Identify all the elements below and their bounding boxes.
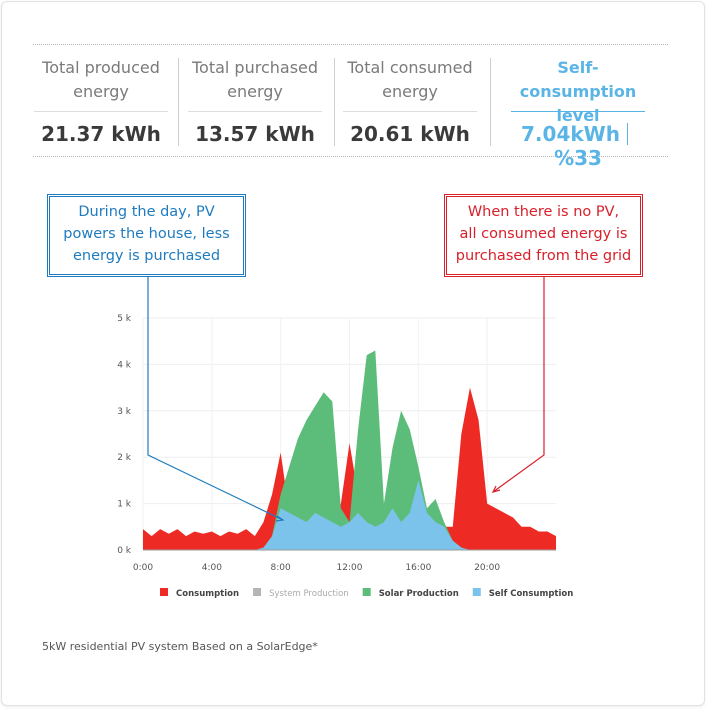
separator — [490, 58, 491, 146]
stat: Total consumed energy 20.61 kWh — [335, 56, 485, 146]
separator — [334, 58, 335, 146]
legend-label: Consumption — [176, 589, 239, 599]
callout-pointer — [147, 273, 284, 521]
divider — [33, 156, 668, 157]
stat: Self-consumption level 7.04kWh%33 — [503, 56, 653, 170]
stat-label: Self-consumption level — [511, 56, 645, 125]
legend-label: Solar Production — [379, 589, 459, 599]
callout: During the day, PV powers the house, les… — [47, 194, 246, 277]
callout-pointer — [275, 515, 285, 522]
stat-value: 7.04kWh%33 — [503, 122, 653, 170]
area — [143, 387, 556, 550]
stat-value: %33 — [554, 146, 602, 170]
y-tick-label: 4 k — [117, 360, 132, 370]
stat-value: 7.04kWh — [521, 122, 620, 146]
y-tick-label: 2 k — [117, 453, 132, 463]
stat-value: 20.61 kWh — [350, 122, 470, 146]
footnote: 5kW residential PV system Based on a Sol… — [42, 640, 318, 653]
stat-label: Total consumed energy — [343, 56, 477, 112]
callout: When there is no PV, all consumed energy… — [444, 194, 643, 277]
y-tick-label: 0 k — [117, 546, 132, 556]
legend-label: Self Consumption — [489, 589, 574, 599]
x-tick-label: 16:00 — [405, 563, 431, 573]
x-tick-label: 12:00 — [337, 563, 363, 573]
x-tick-label: 8:00 — [271, 563, 291, 573]
callout-line: During the day, PV — [78, 204, 215, 220]
separator — [178, 58, 179, 146]
stat-value: 13.57 kWh — [195, 122, 315, 146]
x-tick-label: 20:00 — [474, 563, 500, 573]
callout-line: purchased from the grid — [455, 248, 632, 264]
y-tick-label: 5 k — [117, 314, 132, 324]
legend-swatch — [472, 588, 481, 596]
legend-swatch — [253, 588, 262, 596]
callout-line: powers the house, less — [63, 226, 230, 242]
callout-pointer — [491, 485, 501, 493]
stat-value: 21.37 kWh — [41, 122, 161, 146]
callout-pointer — [492, 273, 545, 493]
stat: Total purchased energy 13.57 kWh — [180, 56, 330, 146]
legend-swatch — [160, 588, 168, 596]
stat-label: Total produced energy — [34, 56, 168, 112]
legend-label: System Production — [269, 589, 349, 599]
divider — [33, 44, 668, 45]
y-tick-label: 1 k — [117, 500, 132, 510]
stat-label: Total purchased energy — [188, 56, 322, 112]
callout-line: When there is no PV, — [467, 204, 620, 220]
stat: Total produced energy 21.37 kWh — [26, 56, 176, 146]
y-tick-label: 3 k — [117, 407, 132, 417]
callout-line: energy is purchased — [72, 248, 221, 264]
area — [143, 480, 556, 550]
legend-swatch — [362, 588, 371, 596]
x-tick-label: 4:00 — [202, 563, 222, 573]
callout-line: all consumed energy is — [459, 226, 628, 242]
x-tick-label: 0:00 — [133, 563, 153, 573]
